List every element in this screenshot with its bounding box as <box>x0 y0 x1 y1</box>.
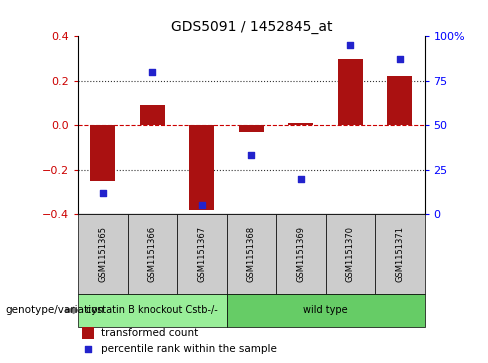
Text: GSM1151365: GSM1151365 <box>98 226 107 282</box>
Point <box>84 346 92 352</box>
Point <box>297 176 305 182</box>
Text: GSM1151370: GSM1151370 <box>346 226 355 282</box>
Bar <box>127 214 177 294</box>
Bar <box>90 125 115 181</box>
Text: GSM1151369: GSM1151369 <box>296 226 305 282</box>
Bar <box>276 214 325 294</box>
Point <box>99 190 107 196</box>
Bar <box>387 76 412 125</box>
Point <box>346 42 354 48</box>
Bar <box>140 105 164 125</box>
Bar <box>375 214 425 294</box>
Bar <box>78 214 127 294</box>
Text: genotype/variation: genotype/variation <box>5 305 104 315</box>
Bar <box>325 214 375 294</box>
Bar <box>78 294 226 327</box>
Text: GSM1151366: GSM1151366 <box>148 226 157 282</box>
Bar <box>239 125 264 132</box>
Bar <box>288 123 313 125</box>
Text: transformed count: transformed count <box>101 328 198 338</box>
Bar <box>81 327 94 339</box>
Point <box>396 57 404 62</box>
Bar <box>189 125 214 210</box>
Point <box>198 202 206 208</box>
Text: GSM1151371: GSM1151371 <box>395 226 405 282</box>
Bar <box>177 214 226 294</box>
Text: percentile rank within the sample: percentile rank within the sample <box>101 344 277 354</box>
Title: GDS5091 / 1452845_at: GDS5091 / 1452845_at <box>171 20 332 34</box>
Point <box>148 69 156 75</box>
Text: GSM1151367: GSM1151367 <box>197 226 206 282</box>
Point <box>247 152 255 158</box>
Text: cystatin B knockout Cstb-/-: cystatin B knockout Cstb-/- <box>86 305 218 315</box>
Bar <box>338 58 363 125</box>
Bar <box>226 214 276 294</box>
Text: GSM1151368: GSM1151368 <box>247 226 256 282</box>
Text: wild type: wild type <box>303 305 348 315</box>
Bar <box>226 294 425 327</box>
